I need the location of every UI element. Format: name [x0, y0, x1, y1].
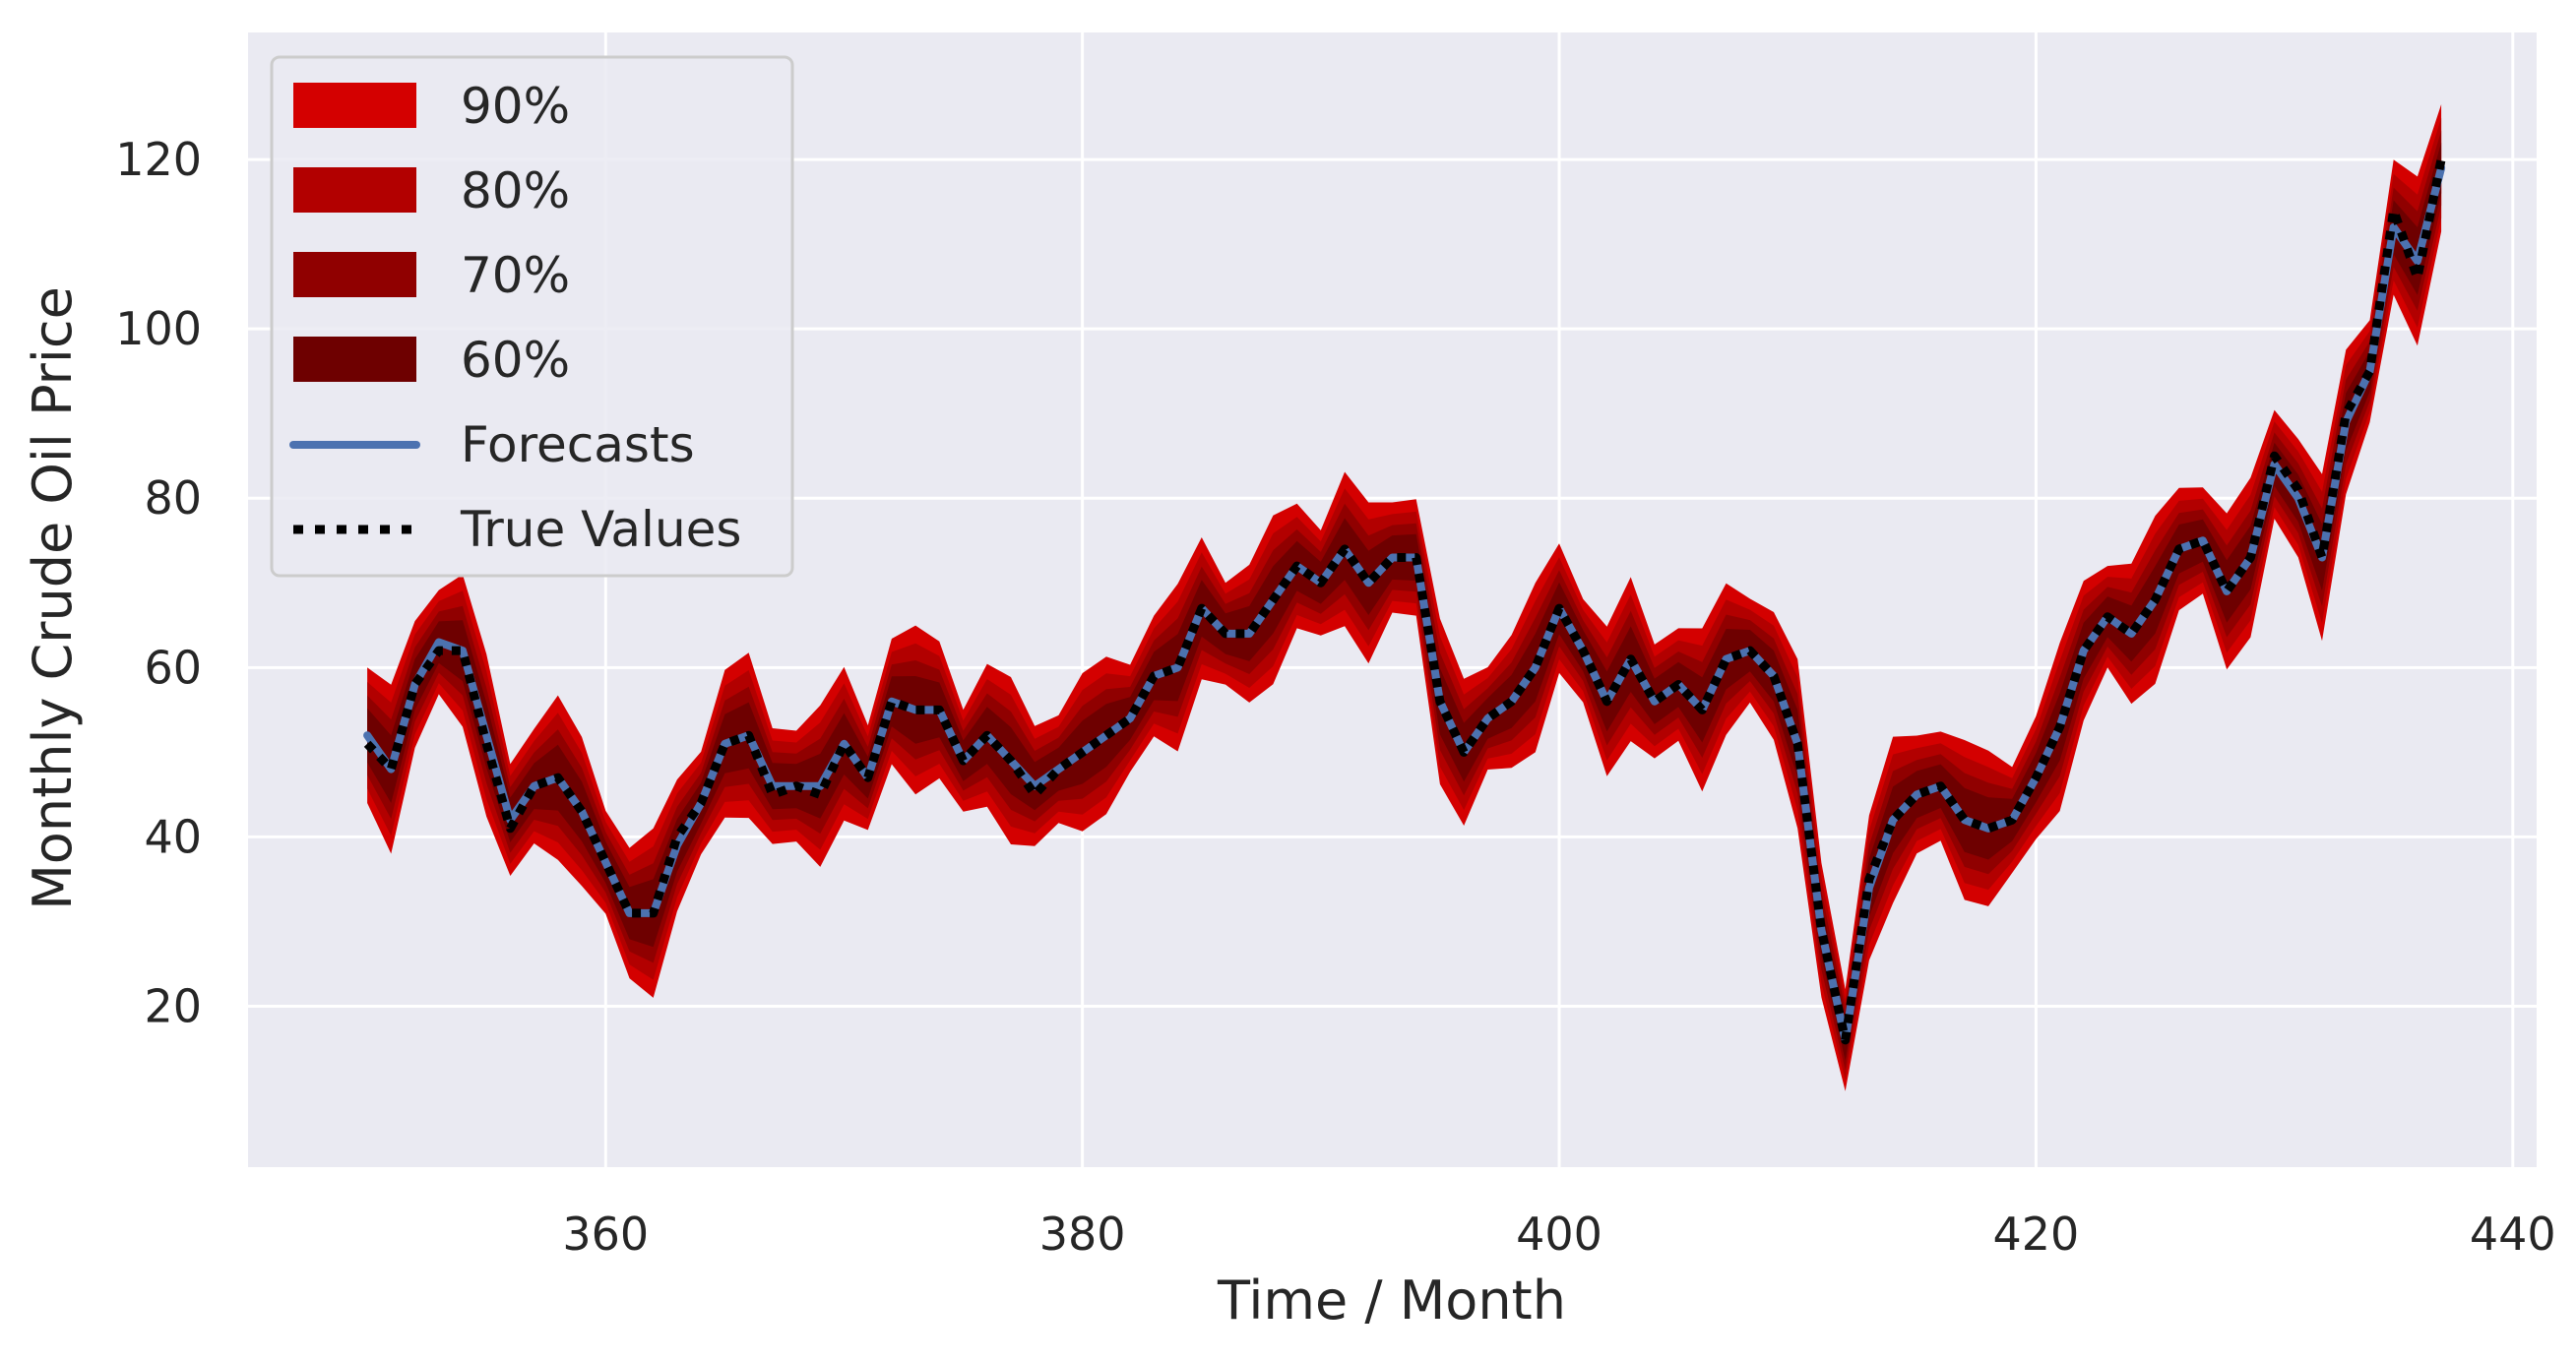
legend-label: 80% [461, 162, 570, 219]
y-tick-label: 80 [144, 471, 202, 525]
x-tick-label: 400 [1516, 1208, 1602, 1261]
legend-swatch [293, 167, 416, 213]
legend-label: Forecasts [461, 416, 695, 473]
y-tick-label: 60 [144, 641, 202, 694]
x-tick-label: 380 [1039, 1208, 1126, 1261]
legend: 90% 80% 70% 60% Forecasts True Values [270, 55, 794, 578]
y-tick-label: 40 [144, 810, 202, 863]
legend-label: 90% [461, 78, 570, 135]
legend-box [270, 55, 794, 578]
y-tick-label: 20 [144, 980, 202, 1033]
legend-swatch [293, 83, 416, 128]
y-axis-label: Monthly Crude Oil Price [22, 286, 84, 910]
x-axis-label: Time / Month [1217, 1270, 1566, 1332]
y-tick-label: 120 [115, 133, 202, 186]
prediction-intervals [367, 104, 2442, 1091]
legend-label: 60% [461, 332, 570, 389]
x-tick-label: 440 [2470, 1208, 2556, 1261]
legend-swatch [293, 252, 416, 297]
series-lines [363, 158, 2446, 1045]
band-80pct [367, 117, 2442, 1081]
x-axis-ticks: 360 380 400 420 440 [562, 1208, 2555, 1261]
y-axis-ticks: 20 40 60 80 100 120 [115, 133, 202, 1032]
y-tick-label: 100 [115, 302, 202, 355]
legend-label: 70% [461, 247, 570, 304]
legend-label: True Values [460, 501, 741, 558]
true-values-line [363, 158, 2446, 1045]
legend-swatch [293, 337, 416, 382]
x-tick-label: 360 [562, 1208, 649, 1261]
x-tick-label: 420 [1993, 1208, 2080, 1261]
